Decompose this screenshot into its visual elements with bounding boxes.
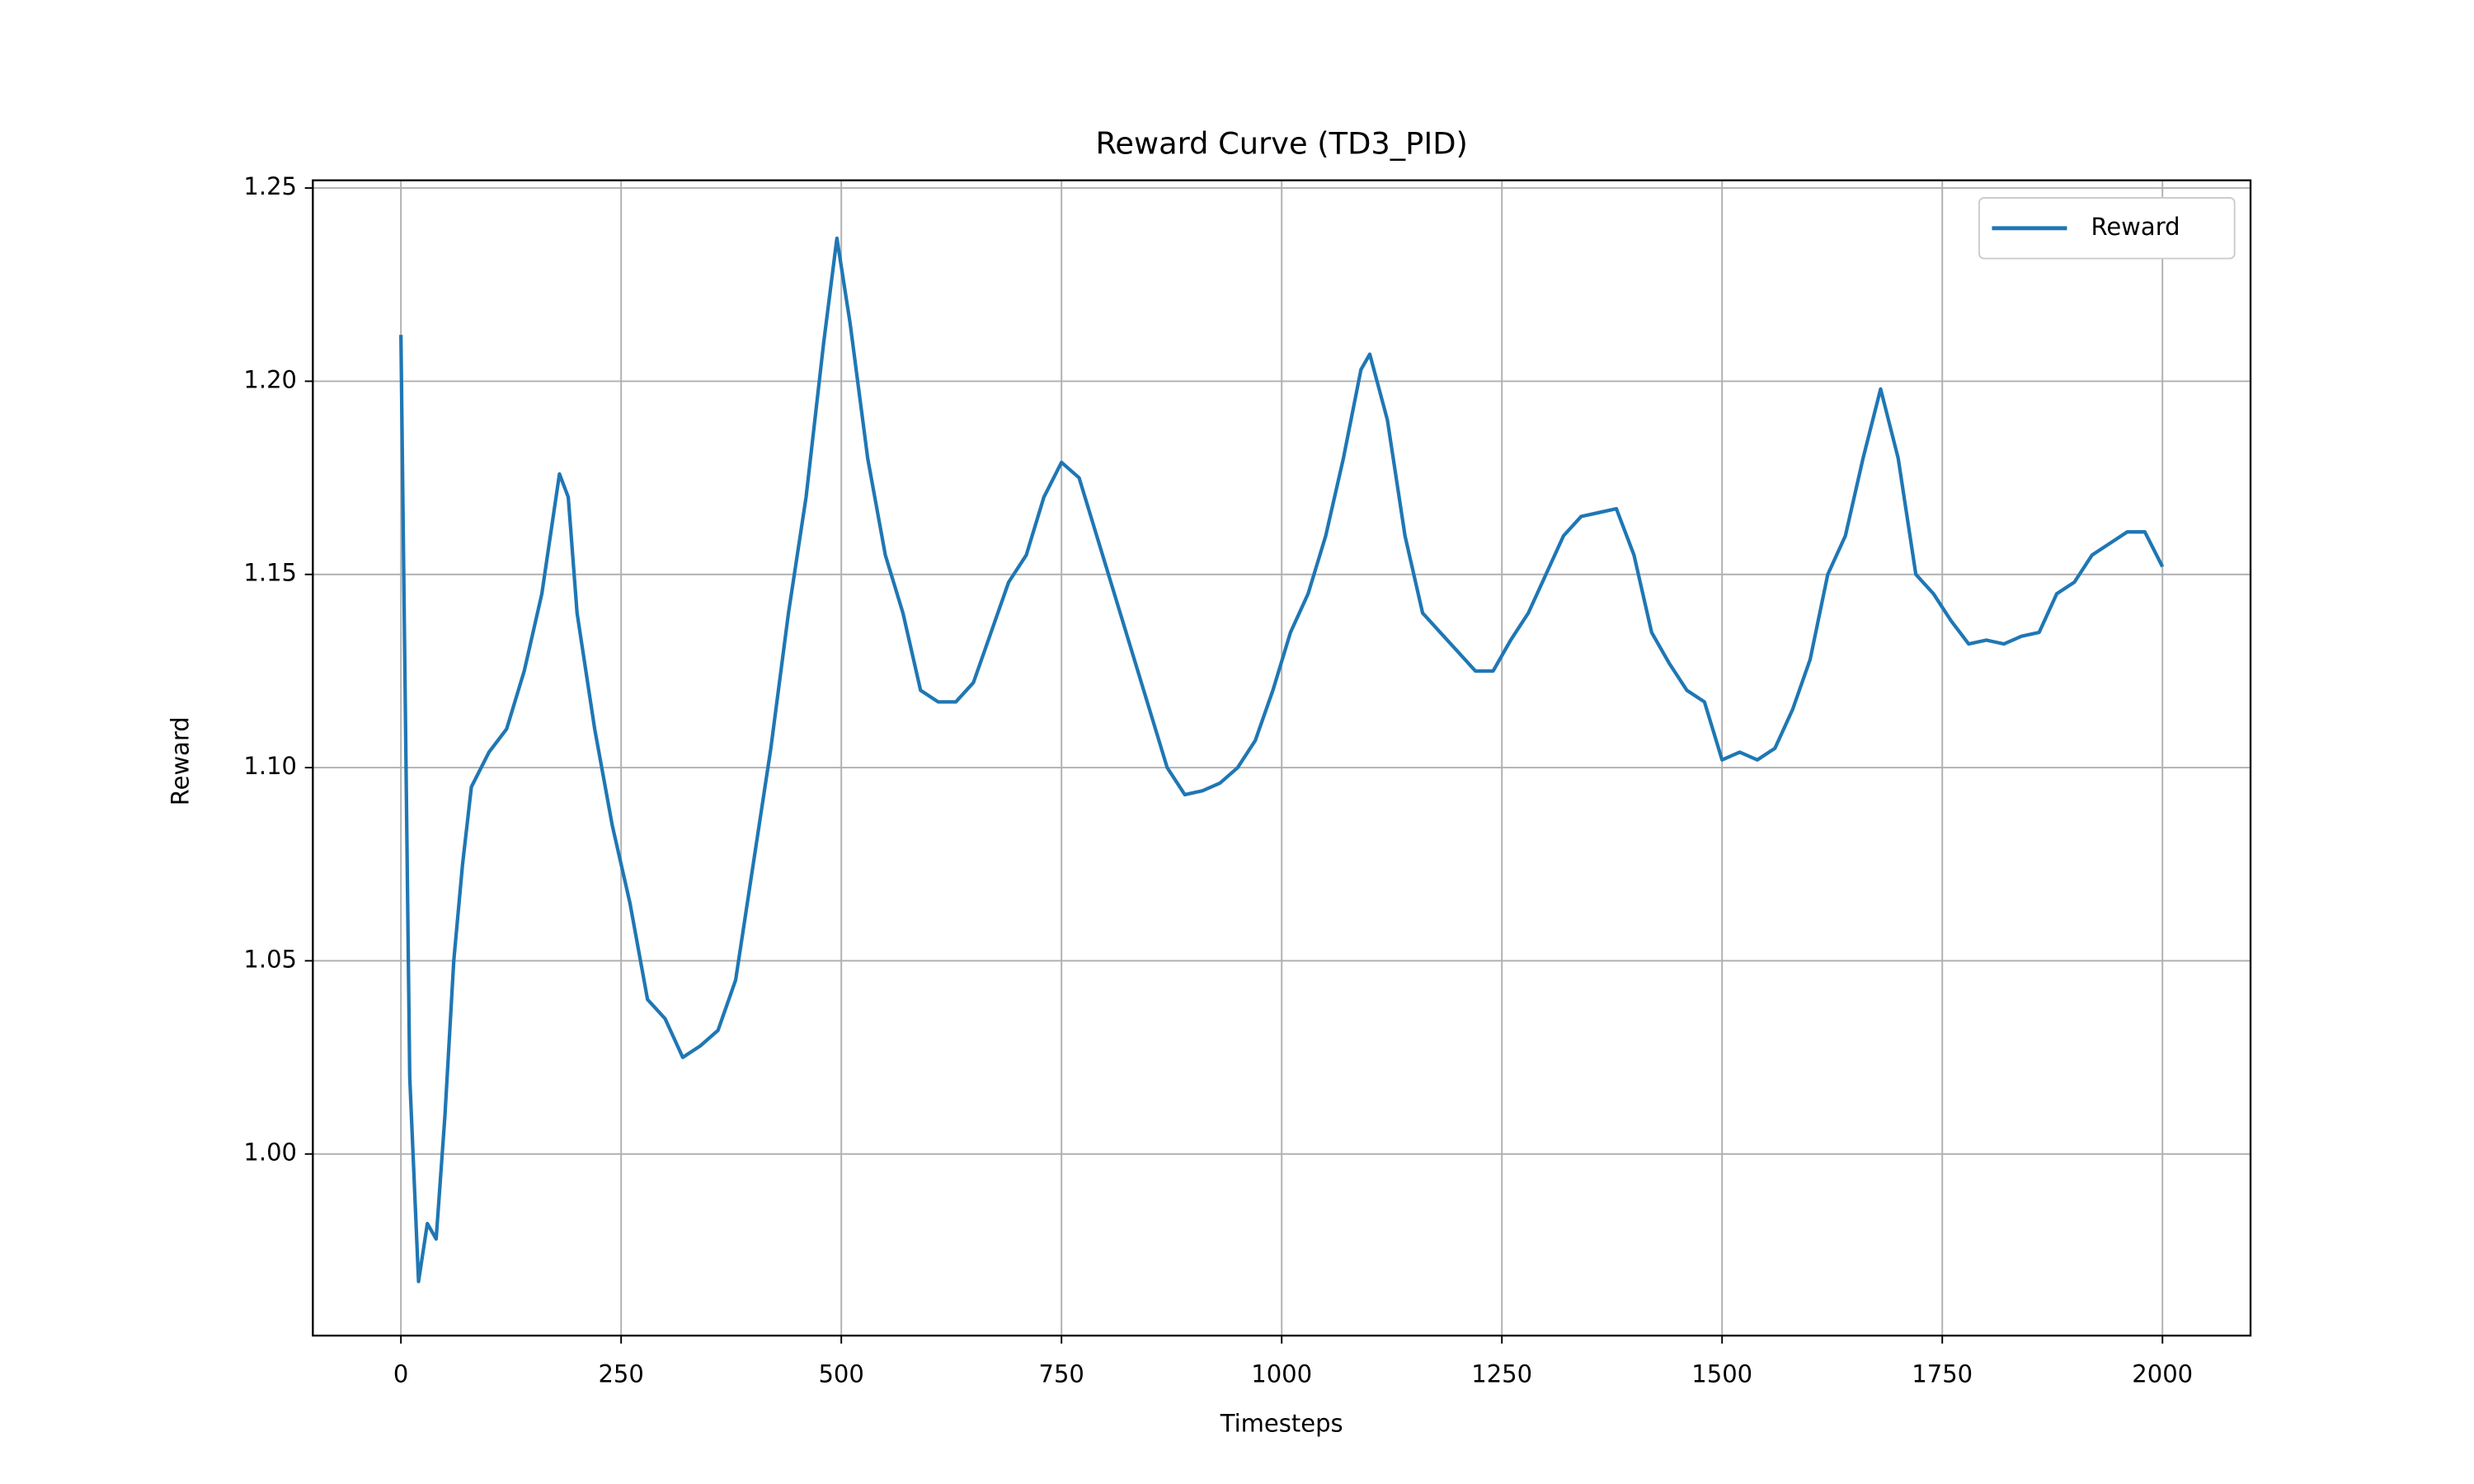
x-tick-label: 250 (598, 1360, 643, 1388)
y-tick-label: 1.10 (243, 752, 297, 780)
x-tick-label: 0 (393, 1360, 408, 1388)
y-axis-label: Reward (167, 716, 195, 805)
y-tick-label: 1.25 (243, 172, 297, 200)
x-tick-label: 500 (818, 1360, 863, 1388)
x-tick-label: 750 (1038, 1360, 1084, 1388)
legend-label: Reward (2091, 213, 2180, 241)
x-tick-label: 1000 (1251, 1360, 1312, 1388)
line (399, 236, 2165, 1284)
x-tick-label: 2000 (2132, 1360, 2193, 1388)
x-axis-label: Timesteps (1220, 1409, 1343, 1437)
plot-frame (312, 179, 2252, 1337)
y-tick-label: 1.05 (243, 945, 297, 973)
legend-box (1978, 197, 2236, 260)
x-tick-label: 1500 (1691, 1360, 1752, 1388)
y-tick-label: 1.15 (243, 559, 297, 587)
y-tick-label: 1.00 (243, 1139, 297, 1167)
chart-title: Reward Curve (TD3_PID) (1096, 126, 1468, 162)
y-tick-label: 1.20 (243, 365, 297, 393)
x-tick-label: 1750 (1912, 1360, 1973, 1388)
x-tick-label: 1250 (1471, 1360, 1532, 1388)
